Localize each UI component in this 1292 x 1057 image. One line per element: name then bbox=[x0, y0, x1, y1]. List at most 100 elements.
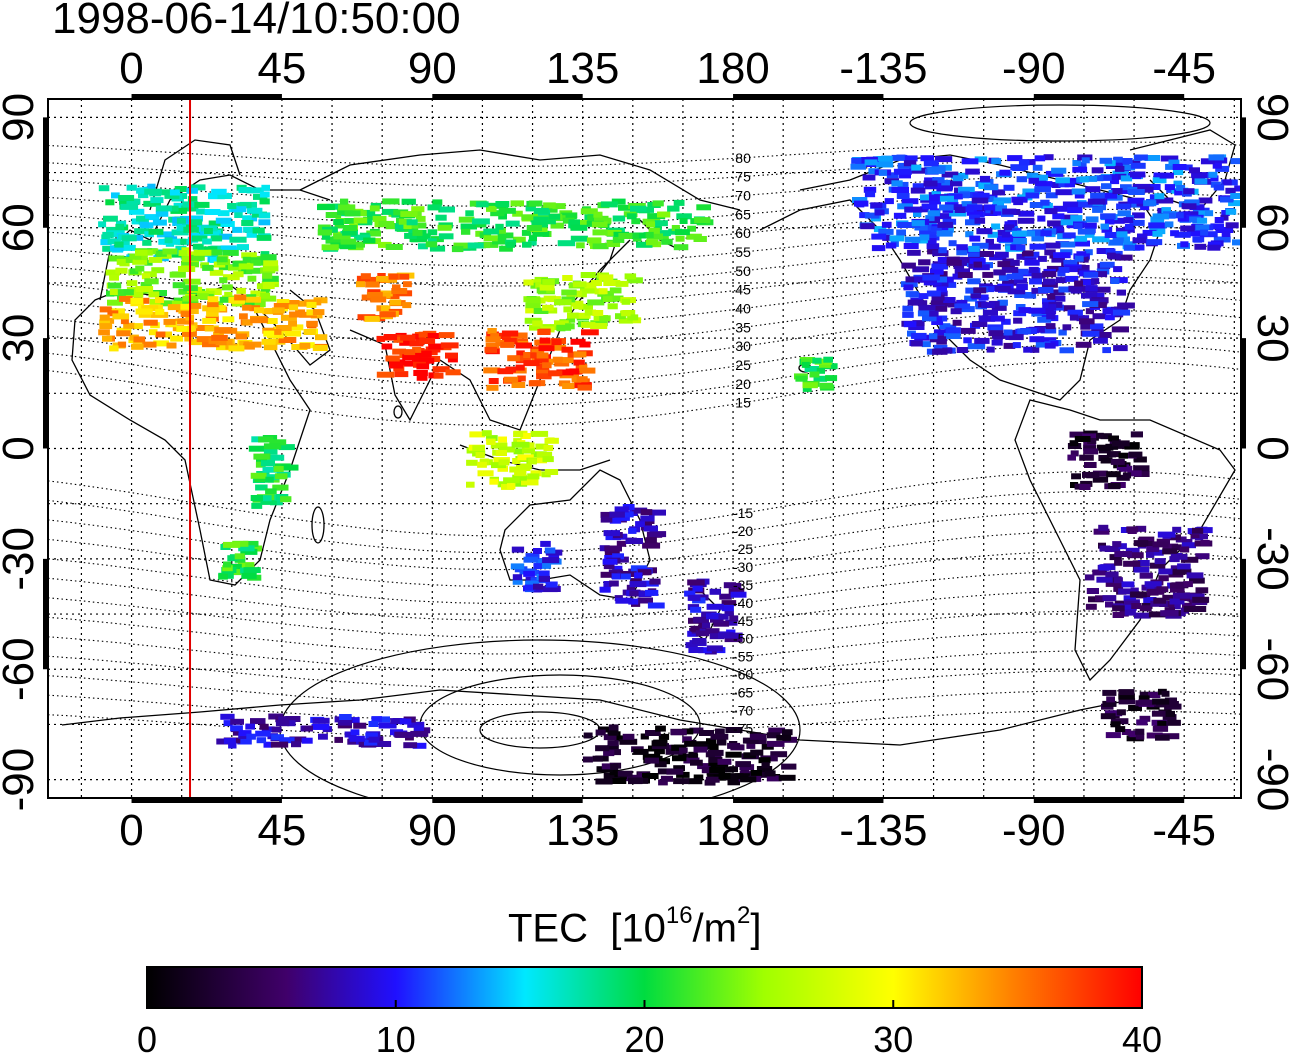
tec-pixel bbox=[1172, 592, 1191, 599]
tec-pixel bbox=[870, 202, 883, 209]
tec-pixel bbox=[595, 745, 610, 752]
tec-pixel bbox=[381, 305, 391, 312]
tec-pixel bbox=[1116, 254, 1133, 261]
tec-pixel bbox=[141, 273, 151, 280]
tec-pixel bbox=[498, 213, 507, 220]
tec-pixel bbox=[609, 287, 622, 294]
tec-pixel bbox=[536, 352, 549, 359]
tec-pixel bbox=[215, 217, 232, 224]
tec-pixel bbox=[728, 588, 745, 595]
tec-pixel bbox=[974, 217, 986, 224]
tec-pixel bbox=[647, 602, 665, 609]
tec-pixel bbox=[427, 204, 442, 211]
tec-pixel bbox=[595, 729, 606, 736]
tec-pixel bbox=[1042, 302, 1053, 309]
tec-pixel bbox=[1153, 549, 1164, 556]
tec-pixel bbox=[925, 215, 935, 222]
tec-pixel bbox=[1164, 221, 1174, 228]
tec-pixel bbox=[413, 725, 424, 732]
tec-pixel bbox=[262, 495, 272, 502]
tec-pixel bbox=[1079, 318, 1095, 325]
tec-pixel bbox=[102, 245, 118, 252]
tec-pixel bbox=[1018, 210, 1035, 217]
tec-pixel bbox=[939, 323, 951, 330]
contour-label: 50 bbox=[735, 263, 751, 279]
tec-pixel bbox=[690, 759, 703, 766]
tec-pixel bbox=[512, 210, 523, 217]
tec-pixel bbox=[1172, 526, 1182, 533]
tec-pixel bbox=[280, 314, 297, 321]
tec-pixel bbox=[611, 198, 626, 205]
tec-pixel bbox=[221, 284, 233, 291]
tec-pixel bbox=[761, 762, 770, 769]
colorbar-unit-exp2: 2 bbox=[736, 902, 751, 929]
tec-pixel bbox=[801, 358, 812, 365]
tec-pixel bbox=[497, 368, 514, 375]
tec-pixel bbox=[603, 581, 612, 587]
tec-pixel bbox=[618, 317, 633, 324]
tec-pixel bbox=[230, 718, 244, 725]
tec-pixel bbox=[851, 157, 862, 164]
tec-pixel bbox=[132, 258, 148, 265]
tec-pixel bbox=[526, 297, 541, 304]
tec-pixel bbox=[812, 357, 822, 364]
tec-pixel bbox=[626, 584, 636, 591]
tec-pixel bbox=[418, 331, 432, 338]
tec-pixel bbox=[1168, 603, 1181, 610]
tec-pixel bbox=[859, 212, 870, 219]
tec-pixel bbox=[901, 262, 916, 269]
tec-pixel bbox=[941, 276, 954, 283]
tec-pixel bbox=[1091, 278, 1100, 285]
tec-pixel bbox=[1071, 473, 1081, 480]
tec-pixel bbox=[1090, 323, 1104, 330]
tec-pixel bbox=[974, 337, 990, 344]
tec-pixel bbox=[580, 272, 596, 278]
tec-pixel bbox=[155, 308, 165, 315]
tec-pixel bbox=[1013, 310, 1027, 317]
tec-pixel bbox=[1074, 436, 1091, 442]
tec-pixel bbox=[1102, 308, 1115, 315]
tec-pixel bbox=[135, 308, 153, 315]
tec-pixel bbox=[227, 555, 238, 562]
tec-pixel bbox=[1096, 444, 1114, 451]
tec-pixel bbox=[203, 246, 218, 253]
contour-labels: 8075706560555045403530252015-15-20-25-30… bbox=[733, 150, 753, 737]
tec-pixel bbox=[1180, 556, 1199, 563]
geomag-contour bbox=[48, 191, 1241, 227]
tec-pixel bbox=[658, 779, 668, 786]
contour-label: 35 bbox=[735, 319, 751, 335]
tec-pixel bbox=[1228, 200, 1241, 207]
tec-pixel bbox=[228, 345, 245, 352]
tec-pixel bbox=[429, 245, 446, 252]
tec-pixel bbox=[252, 227, 265, 234]
tec-pixel bbox=[1071, 188, 1086, 195]
geomag-contour bbox=[48, 630, 1241, 672]
tec-pixel bbox=[993, 197, 1011, 204]
tec-pixel bbox=[1115, 173, 1127, 180]
tec-pixel bbox=[937, 257, 947, 263]
tec-pixel bbox=[603, 280, 621, 286]
tec-pixel bbox=[1120, 184, 1132, 191]
tec-pixel bbox=[401, 198, 416, 205]
tec-pixel bbox=[640, 733, 649, 740]
tec-pixel bbox=[816, 367, 825, 374]
tec-pixel bbox=[606, 241, 621, 247]
tec-pixel bbox=[1169, 598, 1185, 605]
tec-pixel bbox=[967, 204, 983, 211]
tec-pixel bbox=[1093, 337, 1108, 344]
tec-pixel bbox=[1146, 585, 1155, 592]
tec-pixel bbox=[479, 232, 492, 239]
tec-pixel bbox=[995, 251, 1009, 258]
tec-pixel bbox=[1165, 701, 1179, 707]
tec-pixel bbox=[727, 779, 740, 786]
tec-pixel bbox=[609, 517, 622, 524]
tec-pixel bbox=[262, 308, 278, 315]
tec-pixel bbox=[247, 207, 263, 214]
tec-pixel bbox=[264, 344, 278, 351]
tec-pixel bbox=[386, 293, 400, 299]
tec-pixel bbox=[1189, 204, 1205, 211]
tec-pixel bbox=[262, 466, 279, 473]
tec-pixel bbox=[1150, 216, 1165, 223]
tec-pixel bbox=[1170, 553, 1188, 560]
tec-pixel bbox=[543, 202, 556, 209]
